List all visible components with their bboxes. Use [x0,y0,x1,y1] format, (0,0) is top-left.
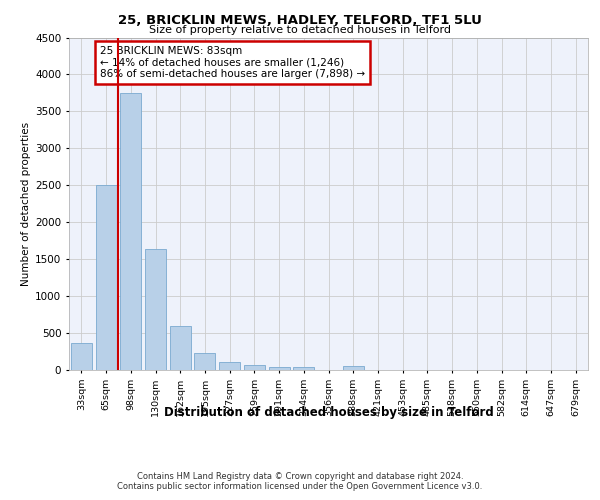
Bar [269,367,290,370]
Bar [120,93,141,370]
Bar [244,365,265,370]
Bar [343,366,364,370]
Text: Distribution of detached houses by size in Telford: Distribution of detached houses by size … [164,406,494,419]
Bar [71,342,92,370]
Text: Contains HM Land Registry data © Crown copyright and database right 2024.
Contai: Contains HM Land Registry data © Crown c… [118,472,482,491]
Bar [95,186,116,370]
Bar [194,354,215,370]
Text: 25, BRICKLIN MEWS, HADLEY, TELFORD, TF1 5LU: 25, BRICKLIN MEWS, HADLEY, TELFORD, TF1 … [118,14,482,27]
Bar [145,249,166,370]
Y-axis label: Number of detached properties: Number of detached properties [21,122,31,286]
Bar [293,368,314,370]
Bar [170,326,191,370]
Text: Size of property relative to detached houses in Telford: Size of property relative to detached ho… [149,25,451,35]
Text: 25 BRICKLIN MEWS: 83sqm
← 14% of detached houses are smaller (1,246)
86% of semi: 25 BRICKLIN MEWS: 83sqm ← 14% of detache… [100,46,365,79]
Bar [219,362,240,370]
